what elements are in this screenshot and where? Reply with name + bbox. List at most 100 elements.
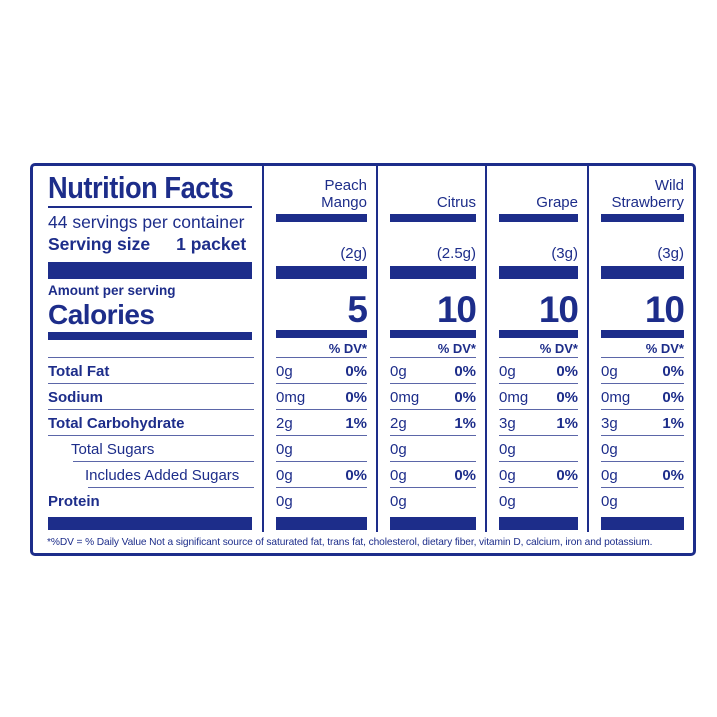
calories-cell-wild-strawberry: 10 % DV* bbox=[587, 279, 693, 358]
nutrient-amount: 0g bbox=[601, 492, 618, 510]
nutrient-amount: 0mg bbox=[601, 388, 631, 406]
nutrient-amount: 3g bbox=[499, 414, 516, 432]
nutrient-amount: 0g bbox=[390, 492, 407, 510]
nutrient-amount: 2g bbox=[276, 414, 293, 432]
thick-divider-bar bbox=[499, 517, 578, 530]
nutrient-value-cell: 3g 1% bbox=[587, 410, 693, 436]
nutrient-amount: 0g bbox=[390, 466, 407, 484]
thick-divider-bar bbox=[276, 517, 367, 530]
calories-value: 10 bbox=[644, 289, 685, 330]
bottom-bar-cell bbox=[485, 514, 587, 532]
nutrient-dv: 0% bbox=[454, 466, 476, 484]
nutrient-dv: 0% bbox=[454, 362, 476, 380]
nutrition-facts-panel: Nutrition Facts 44 servings per containe… bbox=[30, 163, 696, 556]
dv-header: % DV* bbox=[328, 341, 367, 356]
nutrient-dv: 0% bbox=[345, 362, 367, 380]
nutrient-amount: 0g bbox=[499, 492, 516, 510]
calories-cell-grape: 10 % DV* bbox=[485, 279, 587, 358]
calories-header-left: Amount per serving Calories bbox=[33, 279, 262, 358]
nutrient-dv: 1% bbox=[662, 414, 684, 432]
nutrient-value-cell: 0g 0% bbox=[376, 462, 485, 488]
nutrient-value-cell: 0g 0% bbox=[262, 358, 376, 384]
thick-divider-bar bbox=[48, 517, 252, 530]
nutrient-value-cell: 0g bbox=[485, 488, 587, 514]
nutrient-amount: 0g bbox=[390, 362, 407, 380]
nutrient-amount: 0g bbox=[276, 466, 293, 484]
serving-weight: (2g) bbox=[340, 245, 367, 262]
calories-cell-peach-mango: 5 % DV* bbox=[262, 279, 376, 358]
flavor-name: Wild Strawberry bbox=[611, 176, 684, 211]
nutrient-dv: 0% bbox=[556, 388, 578, 406]
nutrient-value-cell: 0g 0% bbox=[485, 462, 587, 488]
flavor-name: Citrus bbox=[436, 193, 476, 211]
nutrient-value-cell: 3g 1% bbox=[485, 410, 587, 436]
calories-cell-citrus: 10 % DV* bbox=[376, 279, 485, 358]
dv-footnote: *%DV = % Daily Value Not a significant s… bbox=[47, 537, 653, 548]
serving-weight: (3g) bbox=[551, 245, 578, 262]
nutrient-dv: 0% bbox=[662, 466, 684, 484]
nutrient-dv: 1% bbox=[556, 414, 578, 432]
nutrient-amount: 0g bbox=[601, 440, 618, 458]
flavor-name: Grape bbox=[536, 193, 578, 211]
thin-divider-bar bbox=[499, 213, 578, 222]
nutrient-value-cell: 0mg 0% bbox=[587, 384, 693, 410]
nutrient-value-cell: 0g 0% bbox=[376, 358, 485, 384]
medium-divider-bar bbox=[48, 332, 252, 340]
nutrient-amount: 0g bbox=[499, 362, 516, 380]
flavor-name: Peach Mango bbox=[321, 176, 367, 211]
nutrient-dv: 0% bbox=[662, 362, 684, 380]
nutrient-dv: 0% bbox=[662, 388, 684, 406]
thick-divider-bar bbox=[601, 266, 684, 279]
nutrient-amount: 2g bbox=[390, 414, 407, 432]
nutrient-amount: 0g bbox=[276, 440, 293, 458]
nutrient-value-cell: 0g bbox=[262, 436, 376, 462]
nutrient-amount: 0g bbox=[276, 492, 293, 510]
nutrient-value-cell: 0g 0% bbox=[587, 358, 693, 384]
nutrient-amount: 0g bbox=[601, 466, 618, 484]
panel-title: Nutrition Facts bbox=[48, 171, 234, 206]
calories-value: 5 bbox=[347, 289, 368, 330]
nutrient-label: Total Carbohydrate bbox=[33, 410, 262, 436]
column-header-peach-mango: Peach Mango (2g) bbox=[262, 166, 376, 279]
nutrient-amount: 0mg bbox=[276, 388, 306, 406]
serving-size-label: Serving size bbox=[48, 234, 151, 254]
thick-divider-bar bbox=[48, 262, 252, 279]
bottom-bar-cell bbox=[262, 514, 376, 532]
thin-divider-bar bbox=[601, 213, 684, 222]
nutrient-dv: 0% bbox=[556, 362, 578, 380]
nutrient-amount: 0mg bbox=[499, 388, 529, 406]
serving-size-row: Serving size 1 packet bbox=[48, 233, 252, 255]
nutrient-value-cell: 0g bbox=[262, 488, 376, 514]
nutrient-value-cell: 0g 0% bbox=[262, 462, 376, 488]
nutrient-label: Protein bbox=[48, 492, 100, 510]
serving-weight: (3g) bbox=[657, 245, 684, 262]
calories-value: 10 bbox=[538, 289, 579, 330]
nutrient-amount: 0g bbox=[499, 466, 516, 484]
nutrient-amount: 0g bbox=[276, 362, 293, 380]
nutrient-value-cell: 2g 1% bbox=[376, 410, 485, 436]
nutrient-value-cell: 0g bbox=[376, 488, 485, 514]
nutrient-amount: 0mg bbox=[390, 388, 420, 406]
servings-per-container: 44 servings per container bbox=[48, 212, 245, 232]
nutrient-label: Total Sugars bbox=[33, 436, 262, 462]
amount-per-serving-label: Amount per serving bbox=[48, 283, 176, 298]
thick-divider-bar bbox=[390, 266, 476, 279]
calories-label: Calories bbox=[48, 299, 155, 330]
thick-divider-bar bbox=[276, 266, 367, 279]
thick-divider-bar bbox=[390, 517, 476, 530]
nutrient-dv: 0% bbox=[345, 466, 367, 484]
title-rule bbox=[48, 206, 252, 208]
nutrient-dv: 0% bbox=[454, 388, 476, 406]
bottom-bar-cell bbox=[587, 514, 693, 532]
dv-header: % DV* bbox=[645, 341, 684, 356]
nutrient-dv: 1% bbox=[345, 414, 367, 432]
dv-header: % DV* bbox=[539, 341, 578, 356]
medium-divider-bar bbox=[601, 330, 684, 338]
nutrient-value-cell: 0g bbox=[376, 436, 485, 462]
thin-divider-bar bbox=[276, 213, 367, 222]
column-header-citrus: Citrus (2.5g) bbox=[376, 166, 485, 279]
thick-divider-bar bbox=[601, 517, 684, 530]
nutrient-dv: 0% bbox=[345, 388, 367, 406]
nutrient-value-cell: 0mg 0% bbox=[262, 384, 376, 410]
